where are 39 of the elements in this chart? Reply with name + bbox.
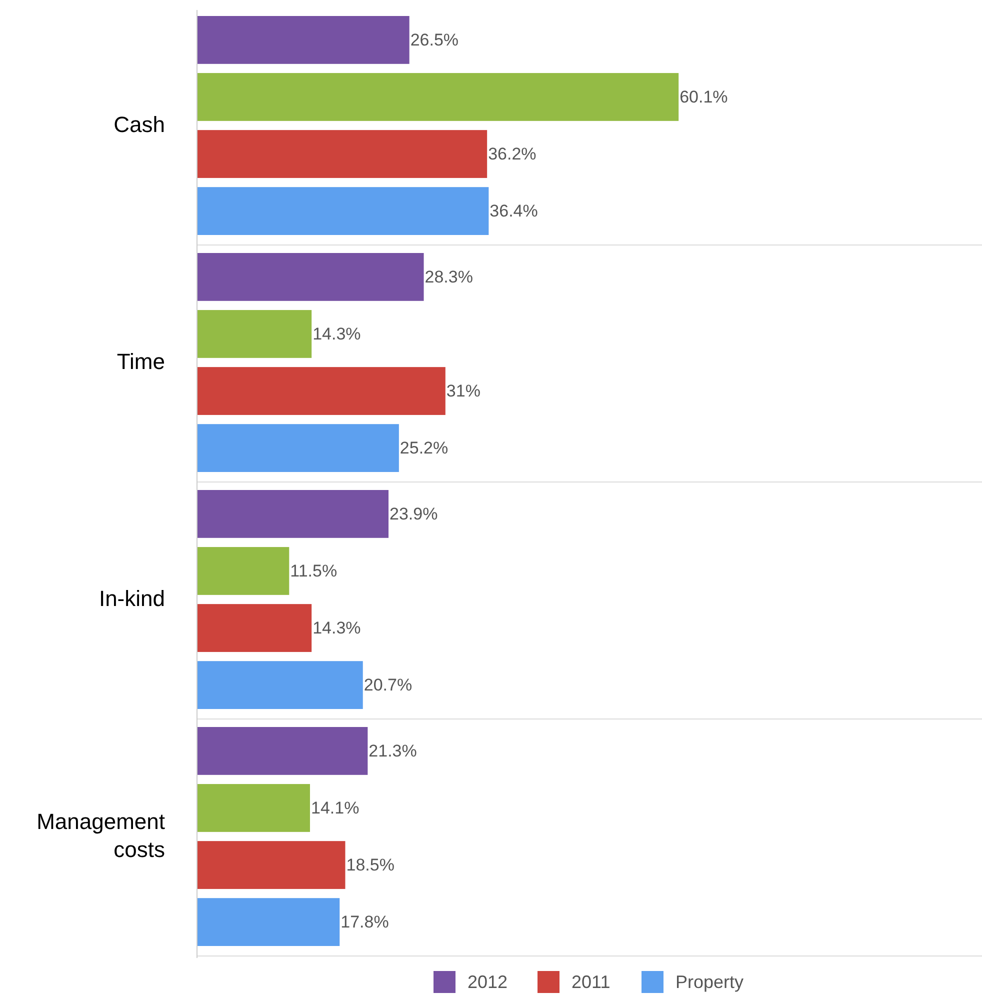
- bar: [197, 547, 290, 595]
- legend-label: 2012: [468, 972, 508, 992]
- y-tick-label: Time: [116, 349, 165, 374]
- legend-label: Property: [676, 972, 744, 992]
- data-label: 26.5%: [410, 30, 459, 50]
- bar: [197, 898, 340, 946]
- bar: [197, 367, 446, 415]
- data-label: 14.1%: [310, 798, 360, 818]
- bar: [197, 253, 424, 301]
- y-tick-label: In-kind: [98, 586, 165, 611]
- bar: [197, 130, 488, 178]
- bar: [197, 16, 410, 64]
- bar: [197, 841, 346, 889]
- data-label: 18.5%: [346, 856, 394, 875]
- data-label: 17.8%: [340, 912, 389, 932]
- data-label: 31%: [446, 382, 480, 401]
- bar: [197, 661, 363, 709]
- data-label: 23.9%: [390, 504, 438, 524]
- legend-label: 2011: [572, 972, 610, 992]
- data-label: 11.5%: [290, 561, 338, 580]
- bar: [197, 187, 489, 235]
- bar: [197, 604, 312, 652]
- data-label: 14.3%: [312, 618, 361, 638]
- data-label: 28.3%: [424, 267, 473, 286]
- y-tick-label: Management costs: [36, 809, 165, 862]
- y-tick-label: Cash: [114, 112, 165, 137]
- bar: [197, 73, 679, 121]
- data-label: 36.4%: [490, 202, 538, 221]
- data-label: 20.7%: [364, 676, 412, 695]
- bar: [197, 310, 312, 358]
- data-label: 60.1%: [680, 87, 728, 106]
- bar: [197, 784, 310, 832]
- bar: [197, 490, 389, 538]
- bar: [197, 727, 368, 775]
- data-label: 21.3%: [368, 741, 417, 760]
- data-label: 25.2%: [400, 438, 448, 458]
- data-label: 36.2%: [488, 144, 536, 164]
- bar: [197, 424, 399, 472]
- data-label: 14.3%: [312, 324, 361, 344]
